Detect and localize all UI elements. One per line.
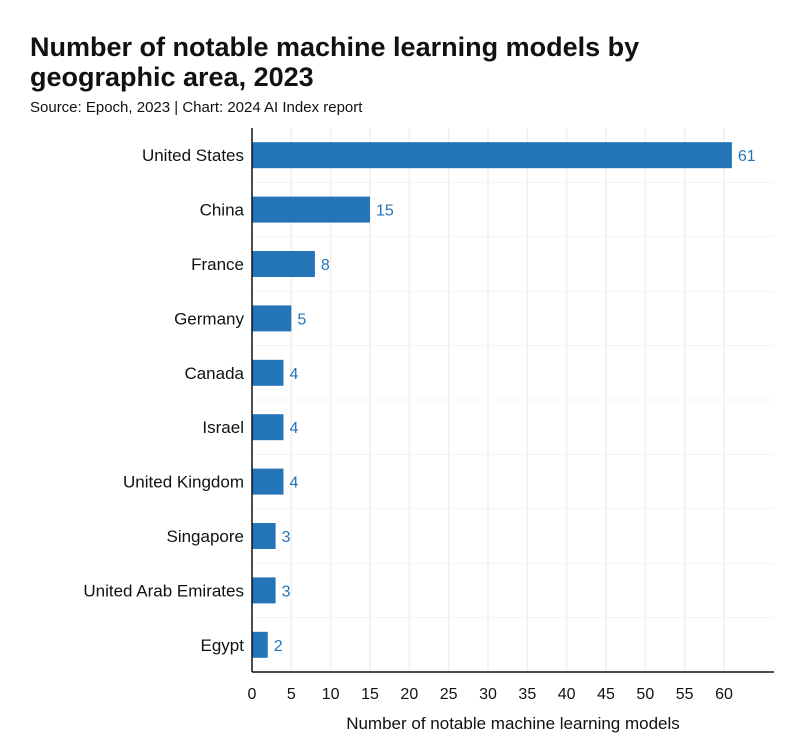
bar: [252, 577, 276, 604]
x-tick-label: 40: [558, 686, 576, 703]
bar: [252, 359, 284, 386]
x-tick-label: 55: [676, 686, 694, 703]
x-tick-label: 5: [287, 686, 296, 703]
category-label: Israel: [202, 418, 244, 437]
category-label: China: [200, 201, 245, 220]
data-label: 8: [321, 257, 330, 274]
x-tick-label: 25: [440, 686, 458, 703]
data-label: 4: [289, 366, 298, 383]
category-label: United States: [142, 146, 244, 165]
x-tick-label: 15: [361, 686, 379, 703]
bar: [252, 305, 292, 332]
chart-subtitle: Source: Epoch, 2023 | Chart: 2024 AI Ind…: [30, 99, 363, 116]
x-tick-label: 20: [400, 686, 418, 703]
category-label: Singapore: [166, 527, 244, 546]
data-label: 3: [282, 529, 291, 546]
x-tick-label: 50: [636, 686, 654, 703]
bar: [252, 631, 268, 658]
data-label: 61: [738, 148, 756, 165]
data-label: 4: [289, 475, 298, 492]
category-label: Germany: [174, 309, 244, 328]
bar: [252, 468, 284, 495]
x-tick-label: 30: [479, 686, 497, 703]
bar: [252, 251, 315, 277]
x-tick-label: 60: [715, 686, 733, 703]
x-tick-label: 35: [518, 686, 536, 703]
category-label: United Kingdom: [123, 473, 244, 492]
data-label: 5: [297, 311, 306, 328]
x-tick-label: 45: [597, 686, 615, 703]
bar: [252, 523, 276, 549]
category-label: France: [191, 255, 244, 274]
x-axis-label: Number of notable machine learning model…: [346, 714, 680, 733]
category-label: Egypt: [201, 636, 245, 655]
data-label: 3: [282, 583, 291, 600]
data-label: 15: [376, 203, 394, 220]
chart-title: Number of notable machine learning model…: [30, 32, 640, 92]
category-label: United Arab Emirates: [83, 581, 244, 600]
bar: [252, 414, 284, 441]
x-tick-label: 10: [322, 686, 340, 703]
bar: [252, 196, 370, 223]
x-tick-label: 0: [248, 686, 257, 703]
data-label: 2: [274, 638, 283, 655]
bar: [252, 142, 732, 169]
category-label: Canada: [184, 364, 244, 383]
data-label: 4: [289, 420, 298, 437]
